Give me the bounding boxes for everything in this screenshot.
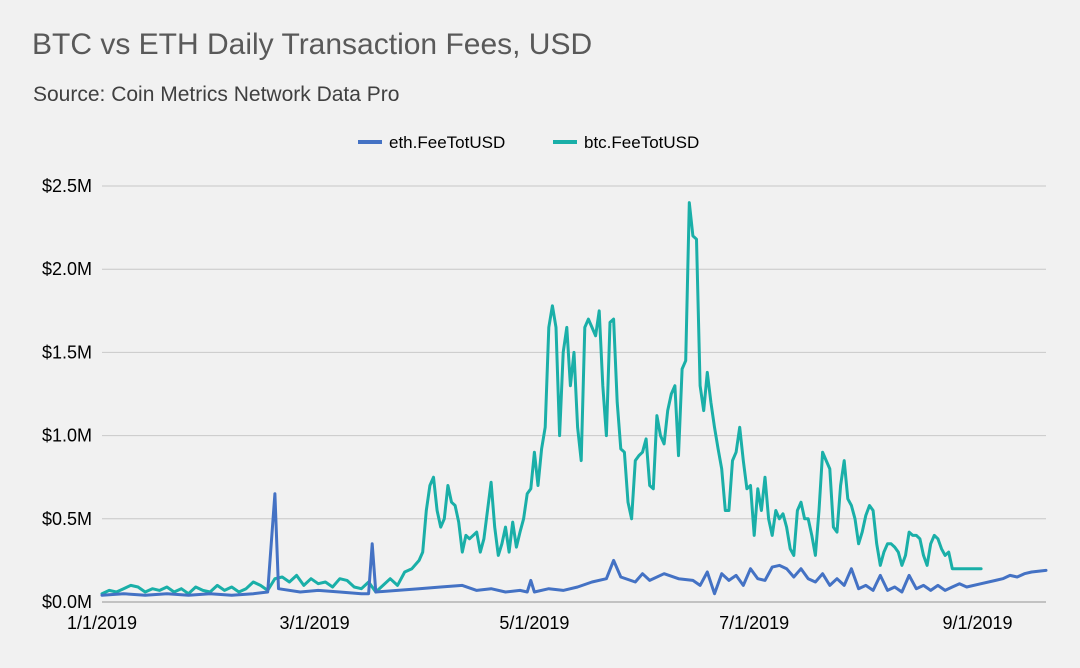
series-line-btc [100, 201, 983, 596]
chart-title: BTC vs ETH Daily Transaction Fees, USD [32, 28, 593, 61]
x-tick-label: 3/1/2019 [280, 613, 350, 633]
legend: eth.FeeTotUSD btc.FeeTotUSD [358, 133, 699, 152]
series-group [100, 201, 1048, 597]
y-tick-label: $1.5M [42, 342, 92, 362]
x-tick-label: 5/1/2019 [499, 613, 569, 633]
x-axis: 1/1/2019 3/1/2019 5/1/2019 7/1/2019 9/1/2019 [67, 613, 1013, 633]
y-axis: $0.0M $0.5M $1.0M $1.5M $2.0M $2.5M [42, 176, 92, 612]
y-tick-label: $2.0M [42, 259, 92, 279]
x-tick-label: 9/1/2019 [943, 613, 1013, 633]
series-line-eth [100, 492, 1048, 597]
x-tick-label: 1/1/2019 [67, 613, 137, 633]
y-tick-label: $0.5M [42, 509, 92, 529]
grid [102, 185, 1046, 603]
chart-subtitle: Source: Coin Metrics Network Data Pro [33, 83, 400, 106]
y-tick-label: $1.0M [42, 426, 92, 446]
legend-label: btc.FeeTotUSD [584, 133, 699, 152]
x-tick-label: 7/1/2019 [719, 613, 789, 633]
legend-label: eth.FeeTotUSD [389, 133, 505, 152]
y-tick-label: $0.0M [42, 592, 92, 612]
y-tick-label: $2.5M [42, 176, 92, 196]
